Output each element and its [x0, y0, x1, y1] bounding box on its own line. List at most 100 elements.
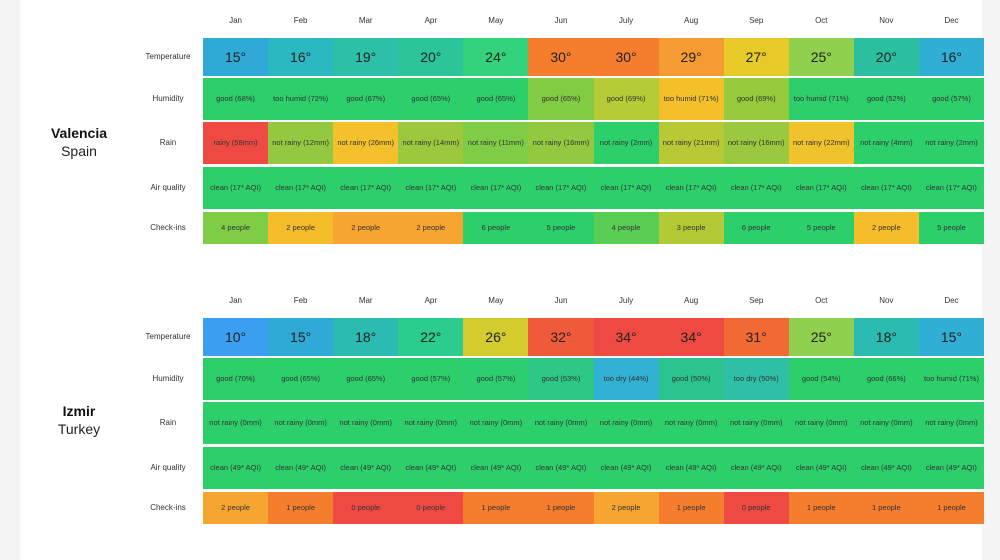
humidity-cell[interactable]: good (67%) — [333, 78, 399, 120]
rain-cell[interactable]: not rainy (0mm) — [398, 402, 464, 444]
rain-cell[interactable]: not rainy (0mm) — [658, 402, 724, 444]
temperature-cell[interactable]: 16° — [918, 38, 984, 76]
humidity-cell[interactable]: good (50%) — [658, 358, 724, 400]
rain-cell[interactable]: not rainy (0mm) — [593, 402, 659, 444]
rain-cell[interactable]: not rainy (2mm) — [918, 122, 984, 164]
humidity-cell[interactable]: good (69%) — [593, 78, 659, 120]
air-cell[interactable]: clean (49* AQI) — [853, 447, 919, 489]
rain-cell[interactable]: not rainy (0mm) — [723, 402, 789, 444]
temperature-cell[interactable]: 25° — [788, 38, 854, 76]
air-cell[interactable]: clean (17* AQI) — [203, 167, 269, 209]
air-cell[interactable]: clean (49* AQI) — [918, 447, 984, 489]
checkins-cell[interactable]: 0 people — [723, 492, 789, 524]
checkins-cell[interactable]: 4 people — [593, 212, 659, 244]
rain-cell[interactable]: not rainy (0mm) — [853, 402, 919, 444]
rain-cell[interactable]: not rainy (21mm) — [658, 122, 724, 164]
checkins-cell[interactable]: 4 people — [203, 212, 269, 244]
temperature-cell[interactable]: 30° — [528, 38, 594, 76]
air-cell[interactable]: clean (17* AQI) — [788, 167, 854, 209]
air-cell[interactable]: clean (49* AQI) — [398, 447, 464, 489]
rain-cell[interactable]: not rainy (0mm) — [788, 402, 854, 444]
humidity-cell[interactable]: good (57%) — [918, 78, 984, 120]
rain-cell[interactable]: not rainy (0mm) — [463, 402, 529, 444]
temperature-cell[interactable]: 19° — [333, 38, 399, 76]
checkins-cell[interactable]: 3 people — [658, 212, 724, 244]
temperature-cell[interactable]: 15° — [918, 318, 984, 356]
rain-cell[interactable]: not rainy (0mm) — [203, 402, 269, 444]
checkins-cell[interactable]: 1 people — [788, 492, 854, 524]
air-cell[interactable]: clean (17* AQI) — [723, 167, 789, 209]
checkins-cell[interactable]: 2 people — [853, 212, 919, 244]
checkins-cell[interactable]: 6 people — [723, 212, 789, 244]
air-cell[interactable]: clean (17* AQI) — [853, 167, 919, 209]
temperature-cell[interactable]: 15° — [268, 318, 334, 356]
humidity-cell[interactable]: too dry (44%) — [593, 358, 659, 400]
rain-cell[interactable]: not rainy (26mm) — [333, 122, 399, 164]
humidity-cell[interactable]: too dry (50%) — [723, 358, 789, 400]
air-cell[interactable]: clean (17* AQI) — [398, 167, 464, 209]
air-cell[interactable]: clean (17* AQI) — [333, 167, 399, 209]
checkins-cell[interactable]: 1 people — [528, 492, 594, 524]
air-cell[interactable]: clean (17* AQI) — [463, 167, 529, 209]
air-cell[interactable]: clean (49* AQI) — [723, 447, 789, 489]
temperature-cell[interactable]: 18° — [333, 318, 399, 356]
temperature-cell[interactable]: 27° — [723, 38, 789, 76]
air-cell[interactable]: clean (49* AQI) — [268, 447, 334, 489]
checkins-cell[interactable]: 5 people — [918, 212, 984, 244]
humidity-cell[interactable]: good (66%) — [853, 358, 919, 400]
temperature-cell[interactable]: 20° — [853, 38, 919, 76]
humidity-cell[interactable]: good (57%) — [463, 358, 529, 400]
checkins-cell[interactable]: 1 people — [658, 492, 724, 524]
rain-cell[interactable]: not rainy (0mm) — [333, 402, 399, 444]
temperature-cell[interactable]: 16° — [268, 38, 334, 76]
humidity-cell[interactable]: good (65%) — [528, 78, 594, 120]
checkins-cell[interactable]: 1 people — [918, 492, 984, 524]
air-cell[interactable]: clean (49* AQI) — [528, 447, 594, 489]
rain-cell[interactable]: not rainy (22mm) — [788, 122, 854, 164]
checkins-cell[interactable]: 1 people — [853, 492, 919, 524]
humidity-cell[interactable]: good (65%) — [398, 78, 464, 120]
checkins-cell[interactable]: 2 people — [398, 212, 464, 244]
rain-cell[interactable]: rainy (58mm) — [203, 122, 269, 164]
humidity-cell[interactable]: too humid (72%) — [268, 78, 334, 120]
temperature-cell[interactable]: 34° — [658, 318, 724, 356]
temperature-cell[interactable]: 10° — [203, 318, 269, 356]
temperature-cell[interactable]: 20° — [398, 38, 464, 76]
air-cell[interactable]: clean (49* AQI) — [203, 447, 269, 489]
temperature-cell[interactable]: 31° — [723, 318, 789, 356]
checkins-cell[interactable]: 6 people — [463, 212, 529, 244]
temperature-cell[interactable]: 24° — [463, 38, 529, 76]
checkins-cell[interactable]: 5 people — [528, 212, 594, 244]
temperature-cell[interactable]: 22° — [398, 318, 464, 356]
air-cell[interactable]: clean (49* AQI) — [333, 447, 399, 489]
air-cell[interactable]: clean (49* AQI) — [658, 447, 724, 489]
air-cell[interactable]: clean (17* AQI) — [268, 167, 334, 209]
temperature-cell[interactable]: 25° — [788, 318, 854, 356]
temperature-cell[interactable]: 32° — [528, 318, 594, 356]
rain-cell[interactable]: not rainy (12mm) — [268, 122, 334, 164]
air-cell[interactable]: clean (49* AQI) — [788, 447, 854, 489]
checkins-cell[interactable]: 1 people — [268, 492, 334, 524]
rain-cell[interactable]: not rainy (0mm) — [528, 402, 594, 444]
humidity-cell[interactable]: good (52%) — [853, 78, 919, 120]
air-cell[interactable]: clean (49* AQI) — [593, 447, 659, 489]
humidity-cell[interactable]: good (65%) — [333, 358, 399, 400]
temperature-cell[interactable]: 15° — [203, 38, 269, 76]
humidity-cell[interactable]: too humid (71%) — [918, 358, 984, 400]
humidity-cell[interactable]: too humid (71%) — [658, 78, 724, 120]
temperature-cell[interactable]: 18° — [853, 318, 919, 356]
rain-cell[interactable]: not rainy (0mm) — [268, 402, 334, 444]
checkins-cell[interactable]: 2 people — [333, 212, 399, 244]
humidity-cell[interactable]: too humid (71%) — [788, 78, 854, 120]
humidity-cell[interactable]: good (65%) — [463, 78, 529, 120]
temperature-cell[interactable]: 29° — [658, 38, 724, 76]
humidity-cell[interactable]: good (70%) — [203, 358, 269, 400]
rain-cell[interactable]: not rainy (0mm) — [918, 402, 984, 444]
rain-cell[interactable]: not rainy (2mm) — [593, 122, 659, 164]
air-cell[interactable]: clean (17* AQI) — [658, 167, 724, 209]
humidity-cell[interactable]: good (53%) — [528, 358, 594, 400]
checkins-cell[interactable]: 2 people — [593, 492, 659, 524]
rain-cell[interactable]: not rainy (14mm) — [398, 122, 464, 164]
air-cell[interactable]: clean (17* AQI) — [918, 167, 984, 209]
temperature-cell[interactable]: 30° — [593, 38, 659, 76]
